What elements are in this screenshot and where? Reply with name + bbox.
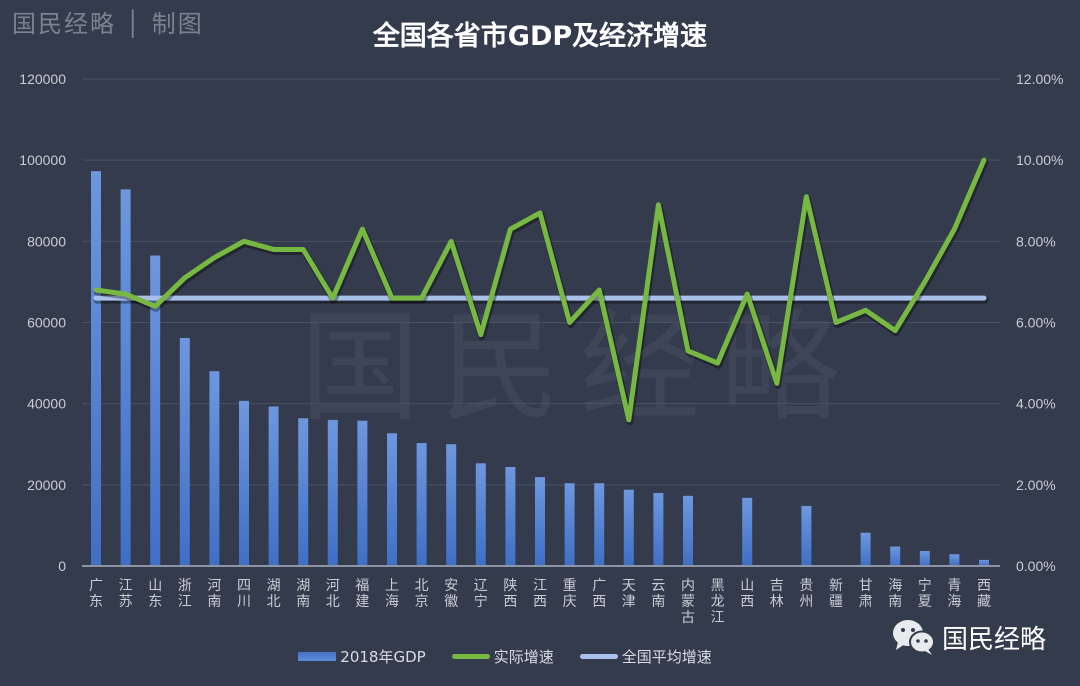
gdp-bar[interactable] xyxy=(683,495,693,566)
gdp-bar[interactable] xyxy=(387,433,397,566)
x-tick-label: 湖北 xyxy=(267,578,281,610)
x-tick-label: 甘肃 xyxy=(859,578,873,610)
gdp-bar[interactable] xyxy=(801,505,812,566)
x-tick-label: 河北 xyxy=(326,578,340,610)
gdp-bar[interactable] xyxy=(535,477,545,566)
gdp-bar[interactable] xyxy=(446,444,457,566)
gdp-bar[interactable] xyxy=(150,255,161,566)
gdp-bar[interactable] xyxy=(239,400,249,566)
wechat-icon xyxy=(893,620,935,655)
green-line-swatch-icon xyxy=(451,654,490,659)
gdp-bar[interactable] xyxy=(357,420,368,566)
gdp-bar[interactable] xyxy=(742,497,753,566)
legend-item-avg[interactable]: 全国平均增速 xyxy=(579,646,712,667)
y-tick-label: 0 xyxy=(58,558,66,574)
gdp-bar[interactable] xyxy=(979,559,989,566)
x-tick-label: 江西 xyxy=(533,578,547,610)
x-tick-label: 浙江 xyxy=(178,578,192,610)
legend-label-growth: 实际增速 xyxy=(493,648,554,666)
y-tick-label: 100000 xyxy=(19,152,66,168)
gdp-bar[interactable] xyxy=(327,419,338,566)
gdp-bar[interactable] xyxy=(505,466,516,566)
x-tick-label: 贵州 xyxy=(799,578,813,610)
x-tick-label: 宁夏 xyxy=(918,577,932,610)
x-tick-label: 河南 xyxy=(207,578,221,610)
y-tick-label: 40000 xyxy=(27,396,66,412)
gdp-bar[interactable] xyxy=(268,406,279,566)
bar-swatch-icon xyxy=(298,652,337,661)
y2-tick-label: 10.00% xyxy=(1016,152,1063,168)
gdp-bar[interactable] xyxy=(860,532,871,566)
y-tick-label: 120000 xyxy=(19,71,66,87)
right-axis-ticks: 0.00% 2.00% 4.00% 6.00% 8.00% 10.00% 12.00% xyxy=(1016,71,1063,574)
x-tick-label: 四川 xyxy=(237,578,251,610)
x-tick-label: 黑龙江 xyxy=(711,578,725,626)
y-tick-label: 80000 xyxy=(27,233,66,249)
legend-label-gdp: 2018年GDP xyxy=(340,648,426,666)
x-tick-label: 福建 xyxy=(355,578,369,610)
gdp-bar[interactable] xyxy=(416,443,427,566)
x-tick-label: 云南 xyxy=(651,578,665,610)
brand-credit: 国民经略 │ 制图 xyxy=(12,10,204,38)
growth-line xyxy=(93,157,989,426)
legend-item-growth[interactable]: 实际增速 xyxy=(451,646,554,667)
gdp-bar[interactable] xyxy=(91,171,101,567)
y2-tick-label: 0.00% xyxy=(1016,558,1056,574)
x-tick-label: 吉林 xyxy=(770,578,784,610)
x-axis-labels: 广东江苏山东浙江河南四川湖北湖南河北福建上海北京安徽辽宁陕西江西重庆广西天津云南… xyxy=(89,577,991,626)
x-tick-label: 海南 xyxy=(888,578,902,610)
x-tick-label: 青海 xyxy=(947,578,961,610)
x-tick-label: 陕西 xyxy=(503,578,517,610)
x-tick-label: 内蒙古 xyxy=(681,578,695,626)
x-tick-label: 山东 xyxy=(148,578,162,610)
y-tick-label: 60000 xyxy=(27,315,66,331)
x-tick-label: 天津 xyxy=(622,578,636,610)
growth-polyline[interactable] xyxy=(93,157,987,423)
gdp-bar[interactable] xyxy=(564,483,575,566)
y2-tick-label: 8.00% xyxy=(1016,233,1056,249)
gdp-bar[interactable] xyxy=(209,371,220,566)
footer-logo: 国民经略 xyxy=(892,618,1046,656)
y2-tick-label: 6.00% xyxy=(1016,315,1056,331)
gdp-bar[interactable] xyxy=(475,463,486,566)
gdp-bar[interactable] xyxy=(919,550,930,566)
x-tick-label: 山西 xyxy=(740,578,754,610)
x-tick-label: 重庆 xyxy=(563,578,577,610)
blue-line-swatch-icon xyxy=(579,654,618,659)
legend-label-avg: 全国平均增速 xyxy=(621,648,712,666)
x-tick-label: 北京 xyxy=(415,578,429,610)
y2-tick-label: 4.00% xyxy=(1016,396,1056,412)
x-tick-label: 辽宁 xyxy=(474,578,488,610)
gdp-bar[interactable] xyxy=(653,492,664,566)
gdp-bar[interactable] xyxy=(120,189,131,567)
left-axis-ticks: 0 20000 40000 60000 80000 100000 120000 xyxy=(19,71,66,574)
x-tick-label: 江苏 xyxy=(119,578,133,610)
gdp-bar[interactable] xyxy=(623,489,634,566)
footer-logo-label: 国民经略 xyxy=(942,624,1047,655)
y-tick-label: 20000 xyxy=(27,477,66,493)
grid-lines xyxy=(82,78,1000,486)
legend: 2018年GDP 实际增速 全国平均增速 xyxy=(0,646,1080,667)
gdp-bar[interactable] xyxy=(890,546,901,566)
x-tick-label: 新疆 xyxy=(829,578,843,610)
y2-tick-label: 12.00% xyxy=(1016,71,1063,87)
chart-plot: 0 20000 40000 60000 80000 100000 120000 0.00% 2… xyxy=(19,71,1063,626)
x-tick-label: 湖南 xyxy=(296,578,310,610)
average-growth-line xyxy=(93,295,989,304)
gdp-bars xyxy=(91,171,989,567)
gdp-bar[interactable] xyxy=(594,483,605,566)
x-tick-label: 广东 xyxy=(89,578,103,610)
x-tick-label: 安徽 xyxy=(444,578,458,610)
y2-tick-label: 2.00% xyxy=(1016,477,1056,493)
gdp-bar[interactable] xyxy=(949,554,960,566)
gdp-bar[interactable] xyxy=(298,418,309,566)
legend-item-gdp[interactable]: 2018年GDP xyxy=(298,646,426,667)
chart-title: 全国各省市GDP及经济增速 xyxy=(372,21,708,52)
x-tick-label: 西藏 xyxy=(977,578,991,610)
x-tick-label: 广西 xyxy=(592,578,606,610)
x-tick-label: 上海 xyxy=(385,578,399,610)
gdp-bar[interactable] xyxy=(179,337,190,566)
